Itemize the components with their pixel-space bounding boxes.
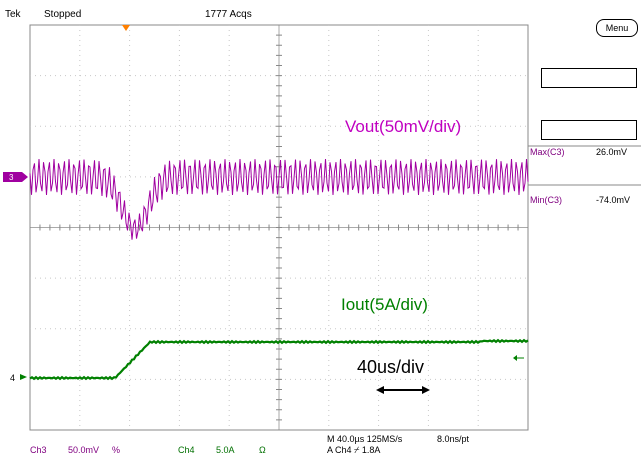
brand-label: Tek <box>5 9 21 20</box>
ch4-ground-marker: 4 <box>10 373 27 383</box>
acquisition-state: Stopped <box>44 9 82 20</box>
svg-text:3: 3 <box>9 173 14 182</box>
ch3-readout-unit: % <box>112 445 121 455</box>
min-measurement-value: -74.0mV <box>596 195 631 205</box>
ch4-readout-scale: 5.0A <box>216 445 235 455</box>
ch4-waveform <box>29 338 529 381</box>
max-measurement-value: 26.0mV <box>596 147 628 157</box>
horizontal-readout: M 40.0µs 125MS/s <box>327 434 403 444</box>
trigger-position-marker <box>122 25 130 31</box>
ch3-ground-marker: 3 <box>3 172 28 182</box>
min-measurement-label: Min(C3) <box>530 195 563 205</box>
timebase-arrow <box>376 386 430 394</box>
ch3-readout-scale: 50.0mV <box>68 445 100 455</box>
graticule-grid <box>29 24 529 431</box>
svg-text:4: 4 <box>10 373 15 383</box>
ch4-readout-name: Ch4 <box>178 445 195 455</box>
menu-button[interactable]: Menu <box>596 19 638 37</box>
measurement-slot-1[interactable] <box>541 68 637 88</box>
vout-annotation: Vout(50mV/div) <box>345 117 462 136</box>
status-bar: Tek Stopped 1777 Acqs <box>0 0 528 24</box>
ch4-readout-unit: Ω <box>259 445 266 455</box>
acquisition-count: 1777 Acqs <box>205 9 252 20</box>
ch3-readout-name: Ch3 <box>30 445 47 455</box>
ch3-waveform <box>29 158 529 240</box>
iout-annotation: Iout(5A/div) <box>341 295 428 314</box>
timebase-annotation: 40us/div <box>357 357 425 377</box>
max-measurement-label: Max(C3) <box>530 147 565 157</box>
measurement-slot-2[interactable] <box>541 120 637 140</box>
record-readout: 8.0ns/pt <box>437 434 470 444</box>
trigger-readout: A Ch4 ⌿ 1.8A <box>327 445 381 455</box>
trigger-level-marker <box>513 355 524 361</box>
